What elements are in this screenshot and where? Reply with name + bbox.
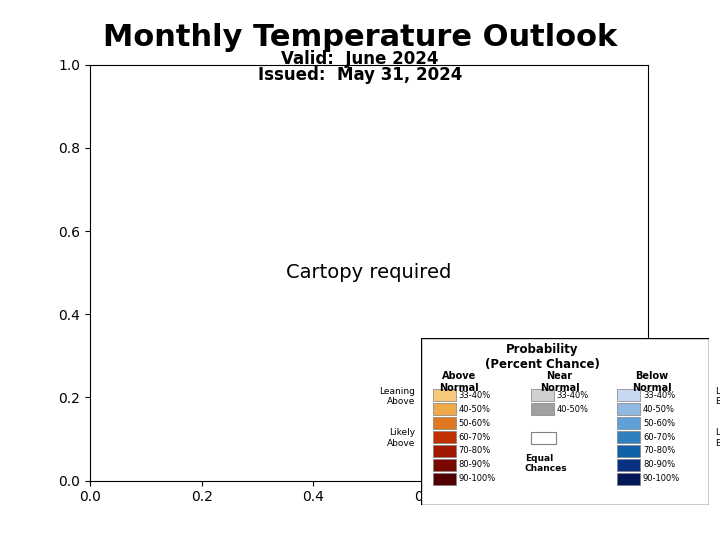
Text: 60-70%: 60-70%	[459, 433, 491, 442]
Text: Below
Normal: Below Normal	[631, 371, 672, 393]
Bar	[617, 445, 640, 457]
Bar	[617, 389, 640, 401]
Text: 60-70%: 60-70%	[643, 433, 675, 442]
Bar	[433, 431, 456, 443]
Text: Leaning
Below: Leaning Below	[715, 387, 720, 406]
Text: 90-100%: 90-100%	[459, 474, 496, 483]
Text: 50-60%: 50-60%	[643, 418, 675, 428]
Text: Monthly Temperature Outlook: Monthly Temperature Outlook	[103, 23, 617, 52]
Text: 90-100%: 90-100%	[643, 474, 680, 483]
Text: Leaning
Above: Leaning Above	[379, 387, 415, 406]
Text: Cartopy required: Cartopy required	[287, 263, 451, 282]
Bar	[531, 433, 556, 444]
Bar	[531, 389, 554, 401]
Text: Likely
Above: Likely Above	[387, 428, 415, 448]
Text: Above
Normal: Above Normal	[438, 371, 479, 393]
Bar	[433, 403, 456, 415]
Text: Likely
Below: Likely Below	[715, 428, 720, 448]
Text: 40-50%: 40-50%	[643, 405, 675, 414]
Bar	[433, 459, 456, 471]
Text: Issued:  May 31, 2024: Issued: May 31, 2024	[258, 66, 462, 84]
Bar	[617, 417, 640, 429]
Bar	[617, 472, 640, 485]
Text: Probability
(Percent Chance): Probability (Percent Chance)	[485, 342, 600, 370]
Text: Equal
Chances: Equal Chances	[525, 454, 567, 473]
Bar	[433, 417, 456, 429]
Bar	[433, 445, 456, 457]
Text: 80-90%: 80-90%	[643, 461, 675, 469]
Bar	[433, 472, 456, 485]
Bar	[617, 403, 640, 415]
Text: 40-50%: 40-50%	[557, 405, 588, 414]
Bar	[617, 431, 640, 443]
Bar	[433, 389, 456, 401]
Text: 70-80%: 70-80%	[459, 447, 491, 456]
Text: 50-60%: 50-60%	[459, 418, 491, 428]
Text: 80-90%: 80-90%	[459, 461, 491, 469]
Bar	[531, 403, 554, 415]
Text: 40-50%: 40-50%	[459, 405, 490, 414]
Text: 33-40%: 33-40%	[643, 391, 675, 400]
Text: 33-40%: 33-40%	[557, 391, 589, 400]
Text: Valid:  June 2024: Valid: June 2024	[282, 50, 438, 68]
Bar	[617, 459, 640, 471]
Text: Near
Normal: Near Normal	[539, 371, 580, 393]
Text: 70-80%: 70-80%	[643, 447, 675, 456]
Text: 33-40%: 33-40%	[459, 391, 491, 400]
